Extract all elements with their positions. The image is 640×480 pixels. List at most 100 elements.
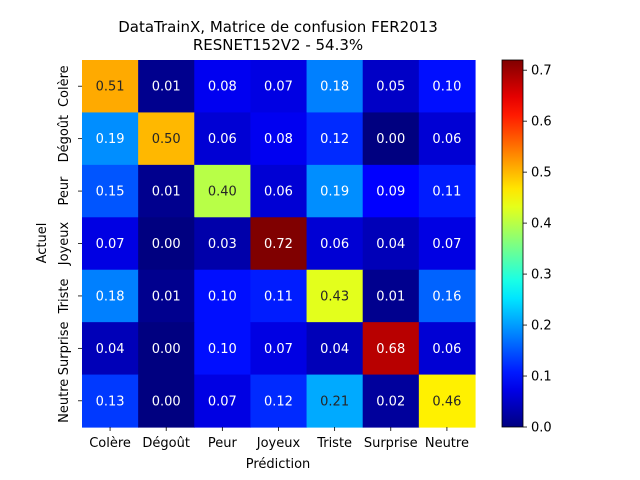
heatmap-cell bbox=[362, 164, 420, 218]
heatmap-cell bbox=[138, 217, 195, 271]
heatmap-cell bbox=[194, 60, 252, 114]
heatmap-cell bbox=[138, 60, 195, 114]
heatmap-cell-labels: 0.51 0.01 0.08 0.07 0.18 0.05 0.10 0.19 0.50 0.06… bbox=[96, 80, 462, 410]
cell-value-label: 0.72 bbox=[264, 237, 293, 252]
heatmap-cell bbox=[82, 112, 139, 166]
x-tick-label: Neutre bbox=[425, 436, 469, 451]
cell-value-label: 0.07 bbox=[96, 237, 125, 252]
cell-value-label: 0.13 bbox=[96, 394, 125, 409]
heatmap-cell bbox=[306, 164, 364, 218]
y-tick-label: Neutre bbox=[57, 379, 72, 423]
heatmap-cell bbox=[362, 374, 420, 428]
cell-value-label: 0.19 bbox=[96, 132, 125, 147]
y-tick-label: Surprise bbox=[57, 321, 72, 375]
heatmap-cell bbox=[306, 374, 364, 428]
heatmap-cell bbox=[306, 269, 364, 323]
heatmap-cell bbox=[82, 60, 139, 114]
heatmap-cell bbox=[138, 112, 195, 166]
heatmap-cell bbox=[418, 164, 476, 218]
cell-value-label: 0.06 bbox=[208, 132, 237, 147]
colorbar-tick-label: 0.4 bbox=[531, 217, 552, 232]
x-tick-label: Colère bbox=[89, 436, 131, 451]
cell-value-label: 0.07 bbox=[264, 80, 293, 95]
x-axis-label: Prédiction bbox=[246, 457, 311, 472]
heatmap-cell bbox=[194, 164, 252, 218]
colorbar-tick-label: 0.1 bbox=[531, 370, 552, 385]
cell-value-label: 0.04 bbox=[376, 237, 405, 252]
colorbar-tick-label: 0.2 bbox=[531, 319, 552, 334]
cell-value-label: 0.10 bbox=[208, 342, 237, 357]
colorbar-tick-label: 0.6 bbox=[531, 115, 552, 130]
heatmap-cell bbox=[362, 112, 420, 166]
heatmap-cell bbox=[138, 322, 195, 376]
cell-value-label: 0.06 bbox=[432, 132, 461, 147]
cell-value-label: 0.02 bbox=[376, 394, 405, 409]
cell-value-label: 0.04 bbox=[96, 342, 125, 357]
heatmap-cell bbox=[82, 217, 139, 271]
cell-value-label: 0.18 bbox=[320, 80, 349, 95]
cell-value-label: 0.05 bbox=[376, 80, 405, 95]
heatmap-cell bbox=[306, 217, 364, 271]
cell-value-label: 0.50 bbox=[152, 132, 181, 147]
heatmap-cell bbox=[138, 374, 195, 428]
cell-value-label: 0.18 bbox=[96, 289, 125, 304]
y-tick-label: Joyeux bbox=[57, 221, 72, 266]
heatmap-cell bbox=[306, 112, 364, 166]
heatmap-cell bbox=[362, 269, 420, 323]
cell-value-label: 0.06 bbox=[320, 237, 349, 252]
colorbar-tick-label: 0.7 bbox=[531, 64, 552, 79]
cell-value-label: 0.00 bbox=[152, 342, 181, 357]
y-tick-label: Colère bbox=[57, 65, 72, 107]
cell-value-label: 0.00 bbox=[152, 237, 181, 252]
x-tick-label: Triste bbox=[316, 436, 352, 451]
y-tick-label: Triste bbox=[57, 279, 72, 315]
heatmap-cell bbox=[138, 269, 195, 323]
heatmap-cell bbox=[362, 60, 420, 114]
cell-value-label: 0.01 bbox=[152, 80, 181, 95]
heatmap-cell bbox=[194, 322, 252, 376]
cell-value-label: 0.40 bbox=[208, 185, 237, 200]
heatmap-cell bbox=[418, 322, 476, 376]
heatmap-cell bbox=[250, 164, 308, 218]
heatmap-cell bbox=[82, 269, 139, 323]
cell-value-label: 0.07 bbox=[264, 342, 293, 357]
heatmap-cell bbox=[82, 322, 139, 376]
heatmap-cell bbox=[194, 112, 252, 166]
chart-title-line1: DataTrainX, Matrice de confusion FER2013 bbox=[118, 18, 438, 36]
heatmap-cell bbox=[362, 322, 420, 376]
x-tick-label: Joyeux bbox=[256, 436, 301, 451]
x-axis-ticks: Colère Dégoût Peur Joyeux Triste Surprise Neut… bbox=[89, 427, 469, 451]
chart-title-line2: RESNET152V2 - 54.3% bbox=[193, 36, 363, 54]
cell-value-label: 0.09 bbox=[376, 185, 405, 200]
heatmap-cell bbox=[418, 112, 476, 166]
cell-value-label: 0.46 bbox=[432, 394, 461, 409]
cell-value-label: 0.07 bbox=[432, 237, 461, 252]
cell-value-label: 0.07 bbox=[208, 394, 237, 409]
heatmap-cell bbox=[250, 60, 308, 114]
heatmap-cell bbox=[250, 374, 308, 428]
colorbar-tick-label: 0.3 bbox=[531, 268, 552, 283]
cell-value-label: 0.68 bbox=[376, 342, 405, 357]
y-tick-label: Peur bbox=[57, 176, 72, 206]
cell-value-label: 0.11 bbox=[264, 289, 293, 304]
heatmap-cell bbox=[418, 269, 476, 323]
heatmap-cell bbox=[250, 322, 308, 376]
cell-value-label: 0.10 bbox=[432, 80, 461, 95]
cell-value-label: 0.10 bbox=[208, 289, 237, 304]
heatmap-cell bbox=[138, 164, 195, 218]
cell-value-label: 0.12 bbox=[320, 132, 349, 147]
x-tick-label: Peur bbox=[208, 436, 238, 451]
heatmap-cell bbox=[250, 112, 308, 166]
heatmap-cell bbox=[418, 374, 476, 428]
heatmap-cells bbox=[82, 60, 476, 428]
cell-value-label: 0.06 bbox=[264, 185, 293, 200]
cell-value-label: 0.51 bbox=[96, 80, 125, 95]
cell-value-label: 0.00 bbox=[152, 394, 181, 409]
cell-value-label: 0.08 bbox=[264, 132, 293, 147]
y-tick-label: Dégoût bbox=[57, 115, 72, 163]
cell-value-label: 0.11 bbox=[432, 185, 461, 200]
cell-value-label: 0.12 bbox=[264, 394, 293, 409]
heatmap-cell bbox=[306, 60, 364, 114]
colorbar-tick-label: 0.5 bbox=[531, 166, 552, 181]
